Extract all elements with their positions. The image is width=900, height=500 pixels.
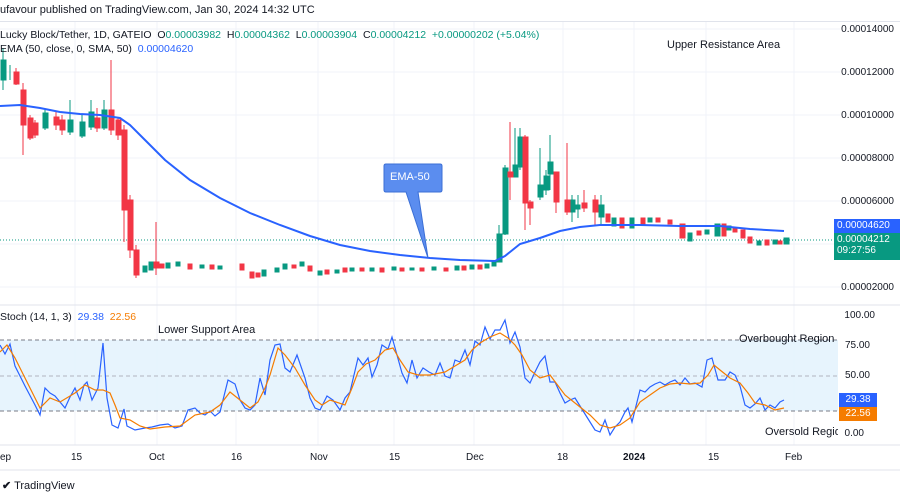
header-divider <box>0 21 900 22</box>
stoch-label: Stoch (14, 1, 3) <box>0 311 72 323</box>
time-label: 18 <box>557 452 569 463</box>
stoch-d-line <box>0 332 785 430</box>
time-label: Dec <box>466 452 484 463</box>
ema-label: EMA (50, close, 0, SMA, 50) <box>0 43 132 55</box>
ohlc-legend: Lucky Block/Tether, 1D, GATEIO O0.000039… <box>0 29 540 41</box>
change-value: +0.00000202 (+5.04%) <box>431 29 540 41</box>
stoch-tick: 50.00 <box>844 370 870 381</box>
ema-callout-label: EMA-50 <box>390 171 430 183</box>
stoch-k-value: 29.38 <box>77 311 104 323</box>
time-label: Nov <box>310 452 328 463</box>
ema-legend: EMA (50, close, 0, SMA, 50) 0.00004620 <box>0 43 193 55</box>
overbought-label: Overbought Region <box>739 333 835 345</box>
time-label: 15 <box>71 452 83 463</box>
brand-label: TradingView <box>14 480 75 492</box>
time-label: 2024 <box>623 452 646 463</box>
stoch-d-tag: 22.56 <box>839 407 877 421</box>
price-tick: 0.00014000 <box>841 24 894 35</box>
open-value: 0.00003982 <box>165 29 222 41</box>
price-tick: 0.00008000 <box>841 153 894 164</box>
ema-callout-shape <box>383 163 443 259</box>
ema-price-tag: 0.00004620 <box>834 219 900 233</box>
upper-resistance-label: Upper Resistance Area <box>667 39 781 51</box>
oversold-label: Oversold Region <box>765 426 838 438</box>
time-label: ep <box>0 452 12 463</box>
time-label: 15 <box>708 452 720 463</box>
close-value: 0.00004212 <box>370 29 427 41</box>
time-label: Feb <box>785 452 803 463</box>
tradingview-logo-icon: ✔ <box>2 480 12 492</box>
ema-value: 0.00004620 <box>137 43 194 55</box>
bar-countdown: 09:27:56 <box>837 245 876 256</box>
stoch-tick: 100.00 <box>844 310 875 321</box>
lower-support-label: Lower Support Area <box>158 324 256 336</box>
high-value: 0.00004362 <box>234 29 290 41</box>
time-label: Oct <box>149 452 165 463</box>
low-value: 0.00003904 <box>301 29 358 41</box>
time-label: 16 <box>231 452 243 463</box>
price-tick: 0.00012000 <box>841 67 894 78</box>
symbol-label: Lucky Block/Tether, 1D, GATEIO <box>0 29 152 41</box>
ema-line <box>0 103 785 263</box>
published-header: ufavour published on TradingView.com, Ja… <box>0 4 315 16</box>
stoch-d-value: 22.56 <box>109 311 137 323</box>
stoch-k-line <box>0 318 785 437</box>
last-price-tag: 0.00004212 09:27:56 <box>834 233 900 260</box>
price-tick: 0.00002000 <box>841 282 894 293</box>
time-label: 15 <box>389 452 401 463</box>
candles <box>0 48 790 279</box>
tradingview-brand[interactable]: ✔ TradingView <box>2 479 75 492</box>
price-tick: 0.00010000 <box>841 110 894 121</box>
stoch-tick: 75.00 <box>844 340 870 351</box>
price-tick: 0.00006000 <box>841 196 894 207</box>
stoch-legend: Stoch (14, 1, 3) 29.38 22.56 <box>0 311 136 323</box>
stoch-k-tag: 29.38 <box>839 393 877 407</box>
last-price-value: 0.00004212 <box>837 234 890 245</box>
stoch-tick: 0.00 <box>844 428 864 439</box>
